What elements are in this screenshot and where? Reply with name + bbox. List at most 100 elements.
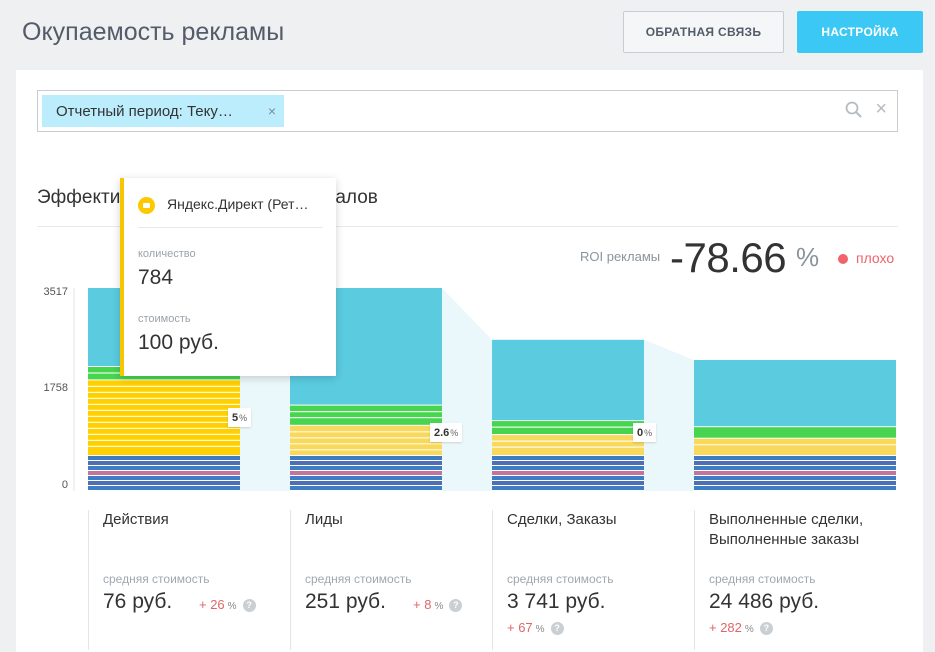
funnel-segment[interactable] (694, 486, 896, 490)
stage-delta: + 282%? (709, 620, 773, 636)
chat-bubble-icon (138, 197, 155, 214)
funnel-segment[interactable] (88, 461, 240, 465)
funnel-segment[interactable] (694, 471, 896, 475)
stage-name: Лиды (305, 511, 343, 528)
funnel-segment[interactable] (290, 425, 442, 455)
funnel-segment[interactable] (290, 466, 442, 470)
stage-delta-value: + 282 (709, 620, 742, 635)
funnel-segment[interactable] (492, 471, 644, 475)
funnel-segment[interactable] (290, 471, 442, 475)
conversion-unit: % (450, 427, 459, 438)
funnel-connector (644, 339, 694, 491)
funnel-segment[interactable] (694, 438, 896, 455)
settings-button[interactable]: НАСТРОЙКА (797, 11, 923, 53)
stage-cost-label: средняя стоимость (103, 572, 210, 586)
stage-cost-label: средняя стоимость (507, 572, 614, 586)
funnel-segment[interactable] (290, 486, 442, 490)
funnel-segment[interactable] (88, 466, 240, 470)
roi-value: -78.66 (670, 234, 787, 281)
report-card: Отчетный период: Теку… × × Эффекти алов R… (16, 70, 923, 652)
stage-name: Действия (103, 511, 169, 528)
divider (37, 226, 898, 227)
funnel-segment[interactable] (290, 405, 442, 425)
stage-name: Сделки, Заказы (507, 511, 617, 528)
tooltip-cost-value: 100 руб. (138, 331, 219, 354)
funnel-segment[interactable] (492, 339, 644, 421)
funnel-segment[interactable] (694, 456, 896, 460)
tooltip-quantity-value: 784 (138, 266, 174, 289)
funnel-segment[interactable] (492, 461, 644, 465)
filter-chip-period[interactable]: Отчетный период: Теку… × (42, 95, 284, 127)
clear-filter-icon[interactable]: × (875, 98, 887, 120)
funnel-segment[interactable] (290, 476, 442, 480)
stage-leads: Лиды средняя стоимость 251 руб. + 8%? (290, 510, 492, 650)
stage-cost: 251 руб. (305, 590, 386, 613)
funnel-segment[interactable] (492, 466, 644, 470)
tooltip-quantity-label: количество (138, 248, 196, 260)
stage-name: Выполненные сделки, Выполненные заказы (709, 511, 864, 548)
stage-delta: + 8%? (413, 597, 463, 613)
y-tick-label: 1758 (43, 382, 68, 394)
stage-delta-unit: % (744, 624, 754, 635)
funnel-segment[interactable] (88, 486, 240, 490)
help-icon[interactable]: ? (449, 599, 463, 613)
y-tick-label: 0 (61, 479, 68, 491)
funnel-connector (442, 288, 492, 491)
stage-completed: Выполненные сделки, Выполненные заказы с… (694, 510, 904, 650)
tooltip-cost-label: стоимость (138, 313, 191, 325)
stage-delta: + 26%? (199, 597, 256, 613)
help-icon[interactable]: ? (550, 622, 564, 636)
funnel-segment[interactable] (88, 471, 240, 475)
funnel-segment[interactable] (88, 456, 240, 460)
funnel-segment[interactable] (290, 481, 442, 485)
funnel-segment[interactable] (492, 456, 644, 460)
funnel-segment[interactable] (694, 427, 896, 438)
chart-tooltip: Яндекс.Директ (Рет… количество 784 стоим… (120, 178, 336, 376)
funnel-segment[interactable] (694, 461, 896, 465)
y-tick-label: 3517 (43, 286, 68, 298)
funnel-segment[interactable] (694, 481, 896, 485)
funnel-segment[interactable] (290, 456, 442, 460)
stage-delta-unit: % (434, 601, 444, 612)
stage-cost: 3 741 руб. (507, 590, 606, 613)
stage-deals: Сделки, Заказы средняя стоимость 3 741 р… (492, 510, 694, 650)
conversion-badge: 2.6% (430, 423, 463, 442)
funnel-segment[interactable] (694, 360, 896, 427)
feedback-button[interactable]: ОБРАТНАЯ СВЯЗЬ (623, 11, 784, 53)
funnel-segment[interactable] (492, 481, 644, 485)
section-title-start: Эффекти (37, 187, 121, 208)
conversion-unit: % (644, 427, 653, 438)
section-title: Эффекти алов (37, 187, 378, 209)
filter-chip-label: Отчетный период: Теку… (56, 102, 233, 120)
funnel-segment[interactable] (492, 476, 644, 480)
stage-delta: + 67%? (507, 620, 564, 636)
funnel-segment[interactable] (290, 461, 442, 465)
roi-status-dot (838, 254, 848, 264)
funnel-segment[interactable] (88, 380, 240, 455)
stage-delta-unit: % (227, 601, 237, 612)
funnel-segment[interactable] (492, 486, 644, 490)
conversion-badge: 5% (228, 408, 252, 427)
funnel-segment[interactable] (694, 466, 896, 470)
funnel-segment[interactable] (88, 481, 240, 485)
roi-label: ROI рекламы (580, 249, 661, 264)
section-title-end: алов (335, 187, 378, 208)
filter-bar[interactable]: Отчетный период: Теку… × × (37, 90, 898, 132)
stage-delta-unit: % (535, 624, 545, 635)
roi-unit: % (796, 242, 820, 272)
chip-close-icon[interactable]: × (267, 103, 276, 119)
funnel-segment[interactable] (88, 476, 240, 480)
tooltip-divider (138, 227, 323, 228)
stage-delta-value: + 67 (507, 620, 533, 635)
help-icon[interactable]: ? (242, 599, 256, 613)
search-icon[interactable] (845, 101, 863, 119)
conversion-unit: % (239, 412, 248, 423)
funnel-segment[interactable] (492, 435, 644, 455)
help-icon[interactable]: ? (759, 622, 773, 636)
stage-actions: Действия средняя стоимость 76 руб. + 26%… (88, 510, 290, 650)
stage-cost-label: средняя стоимость (305, 572, 412, 586)
stage-cost: 24 486 руб. (709, 590, 820, 613)
tooltip-title: Яндекс.Директ (Рет… (167, 196, 309, 212)
conversion-value: 0 (637, 426, 644, 439)
funnel-segment[interactable] (694, 476, 896, 480)
